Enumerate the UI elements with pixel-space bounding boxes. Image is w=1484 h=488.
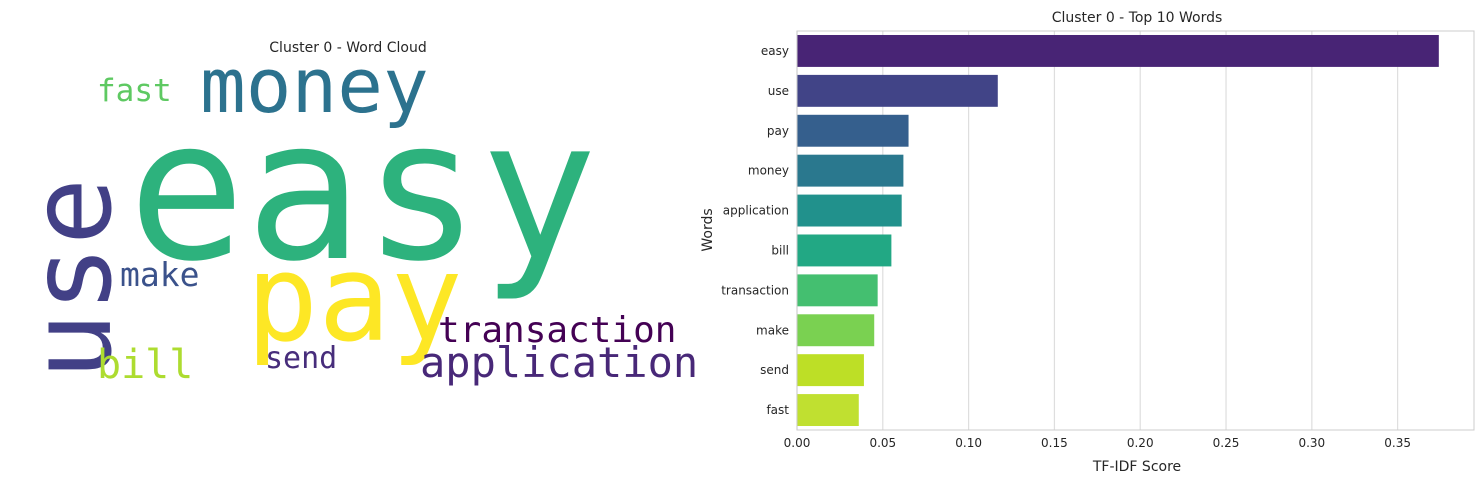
cloud-word-transaction: transaction <box>438 310 676 351</box>
y-tick-label: use <box>768 84 789 98</box>
bar-pay <box>797 114 909 147</box>
cloud-word-send: send <box>265 341 337 376</box>
chart-title: Cluster 0 - Top 10 Words <box>1052 10 1223 26</box>
y-tick-label: easy <box>761 44 789 58</box>
cloud-word-use: use <box>7 178 137 380</box>
y-tick-label: fast <box>766 403 789 417</box>
y-tick-label: transaction <box>721 283 789 297</box>
bar-chart: Cluster 0 - Top 10 Words easy use pay money… <box>700 10 1475 475</box>
x-tick-label: 0.00 <box>784 436 811 450</box>
bar-easy <box>797 34 1439 67</box>
bar-send <box>797 354 864 387</box>
bar-use <box>797 74 998 107</box>
bar-transaction <box>797 274 878 307</box>
word-cloud-panel: Cluster 0 - Word Cloud easy use money fa… <box>0 0 700 484</box>
x-tick-label: 0.35 <box>1384 436 1411 450</box>
cloud-word-money: money <box>200 41 429 130</box>
word-cloud-title: Cluster 0 - Word Cloud <box>269 40 427 56</box>
y-tick-labels: easy use pay money application bill transactio… <box>721 44 789 417</box>
cloud-word-make: make <box>120 255 199 294</box>
x-tick-label: 0.15 <box>1041 436 1068 450</box>
x-tick-label: 0.10 <box>955 436 982 450</box>
y-tick-label: pay <box>767 124 789 138</box>
x-tick-label: 0.05 <box>869 436 896 450</box>
x-tick-label: 0.25 <box>1213 436 1240 450</box>
bar-bill <box>797 234 892 267</box>
bars <box>797 34 1439 427</box>
bar-make <box>797 314 875 347</box>
x-tick-labels: 0.00 0.05 0.10 0.15 0.20 0.25 0.30 0.35 <box>784 436 1411 450</box>
y-tick-label: money <box>748 164 789 178</box>
bar-money <box>797 154 904 187</box>
y-tick-label: make <box>756 323 789 337</box>
word-cloud: easy use money fast pay make bill send t… <box>7 41 698 388</box>
x-tick-label: 0.30 <box>1298 436 1325 450</box>
bar-fast <box>797 394 859 427</box>
cloud-word-easy: easy <box>128 77 598 304</box>
y-tick-label: application <box>723 204 789 218</box>
y-tick-label: bill <box>771 243 789 257</box>
cloud-word-fast: fast <box>97 73 172 109</box>
x-axis-label: TF-IDF Score <box>1092 459 1181 475</box>
cloud-word-bill: bill <box>97 342 193 388</box>
bar-application <box>797 194 902 227</box>
y-tick-label: send <box>760 363 789 377</box>
plot-frame <box>796 30 1475 431</box>
bar-chart-panel: Cluster 0 - Top 10 Words easy use pay money… <box>690 0 1484 484</box>
x-tick-label: 0.20 <box>1127 436 1154 450</box>
y-axis-label: Words <box>700 208 716 251</box>
cloud-word-pay: pay <box>246 230 463 369</box>
cloud-word-application: application <box>420 338 698 387</box>
